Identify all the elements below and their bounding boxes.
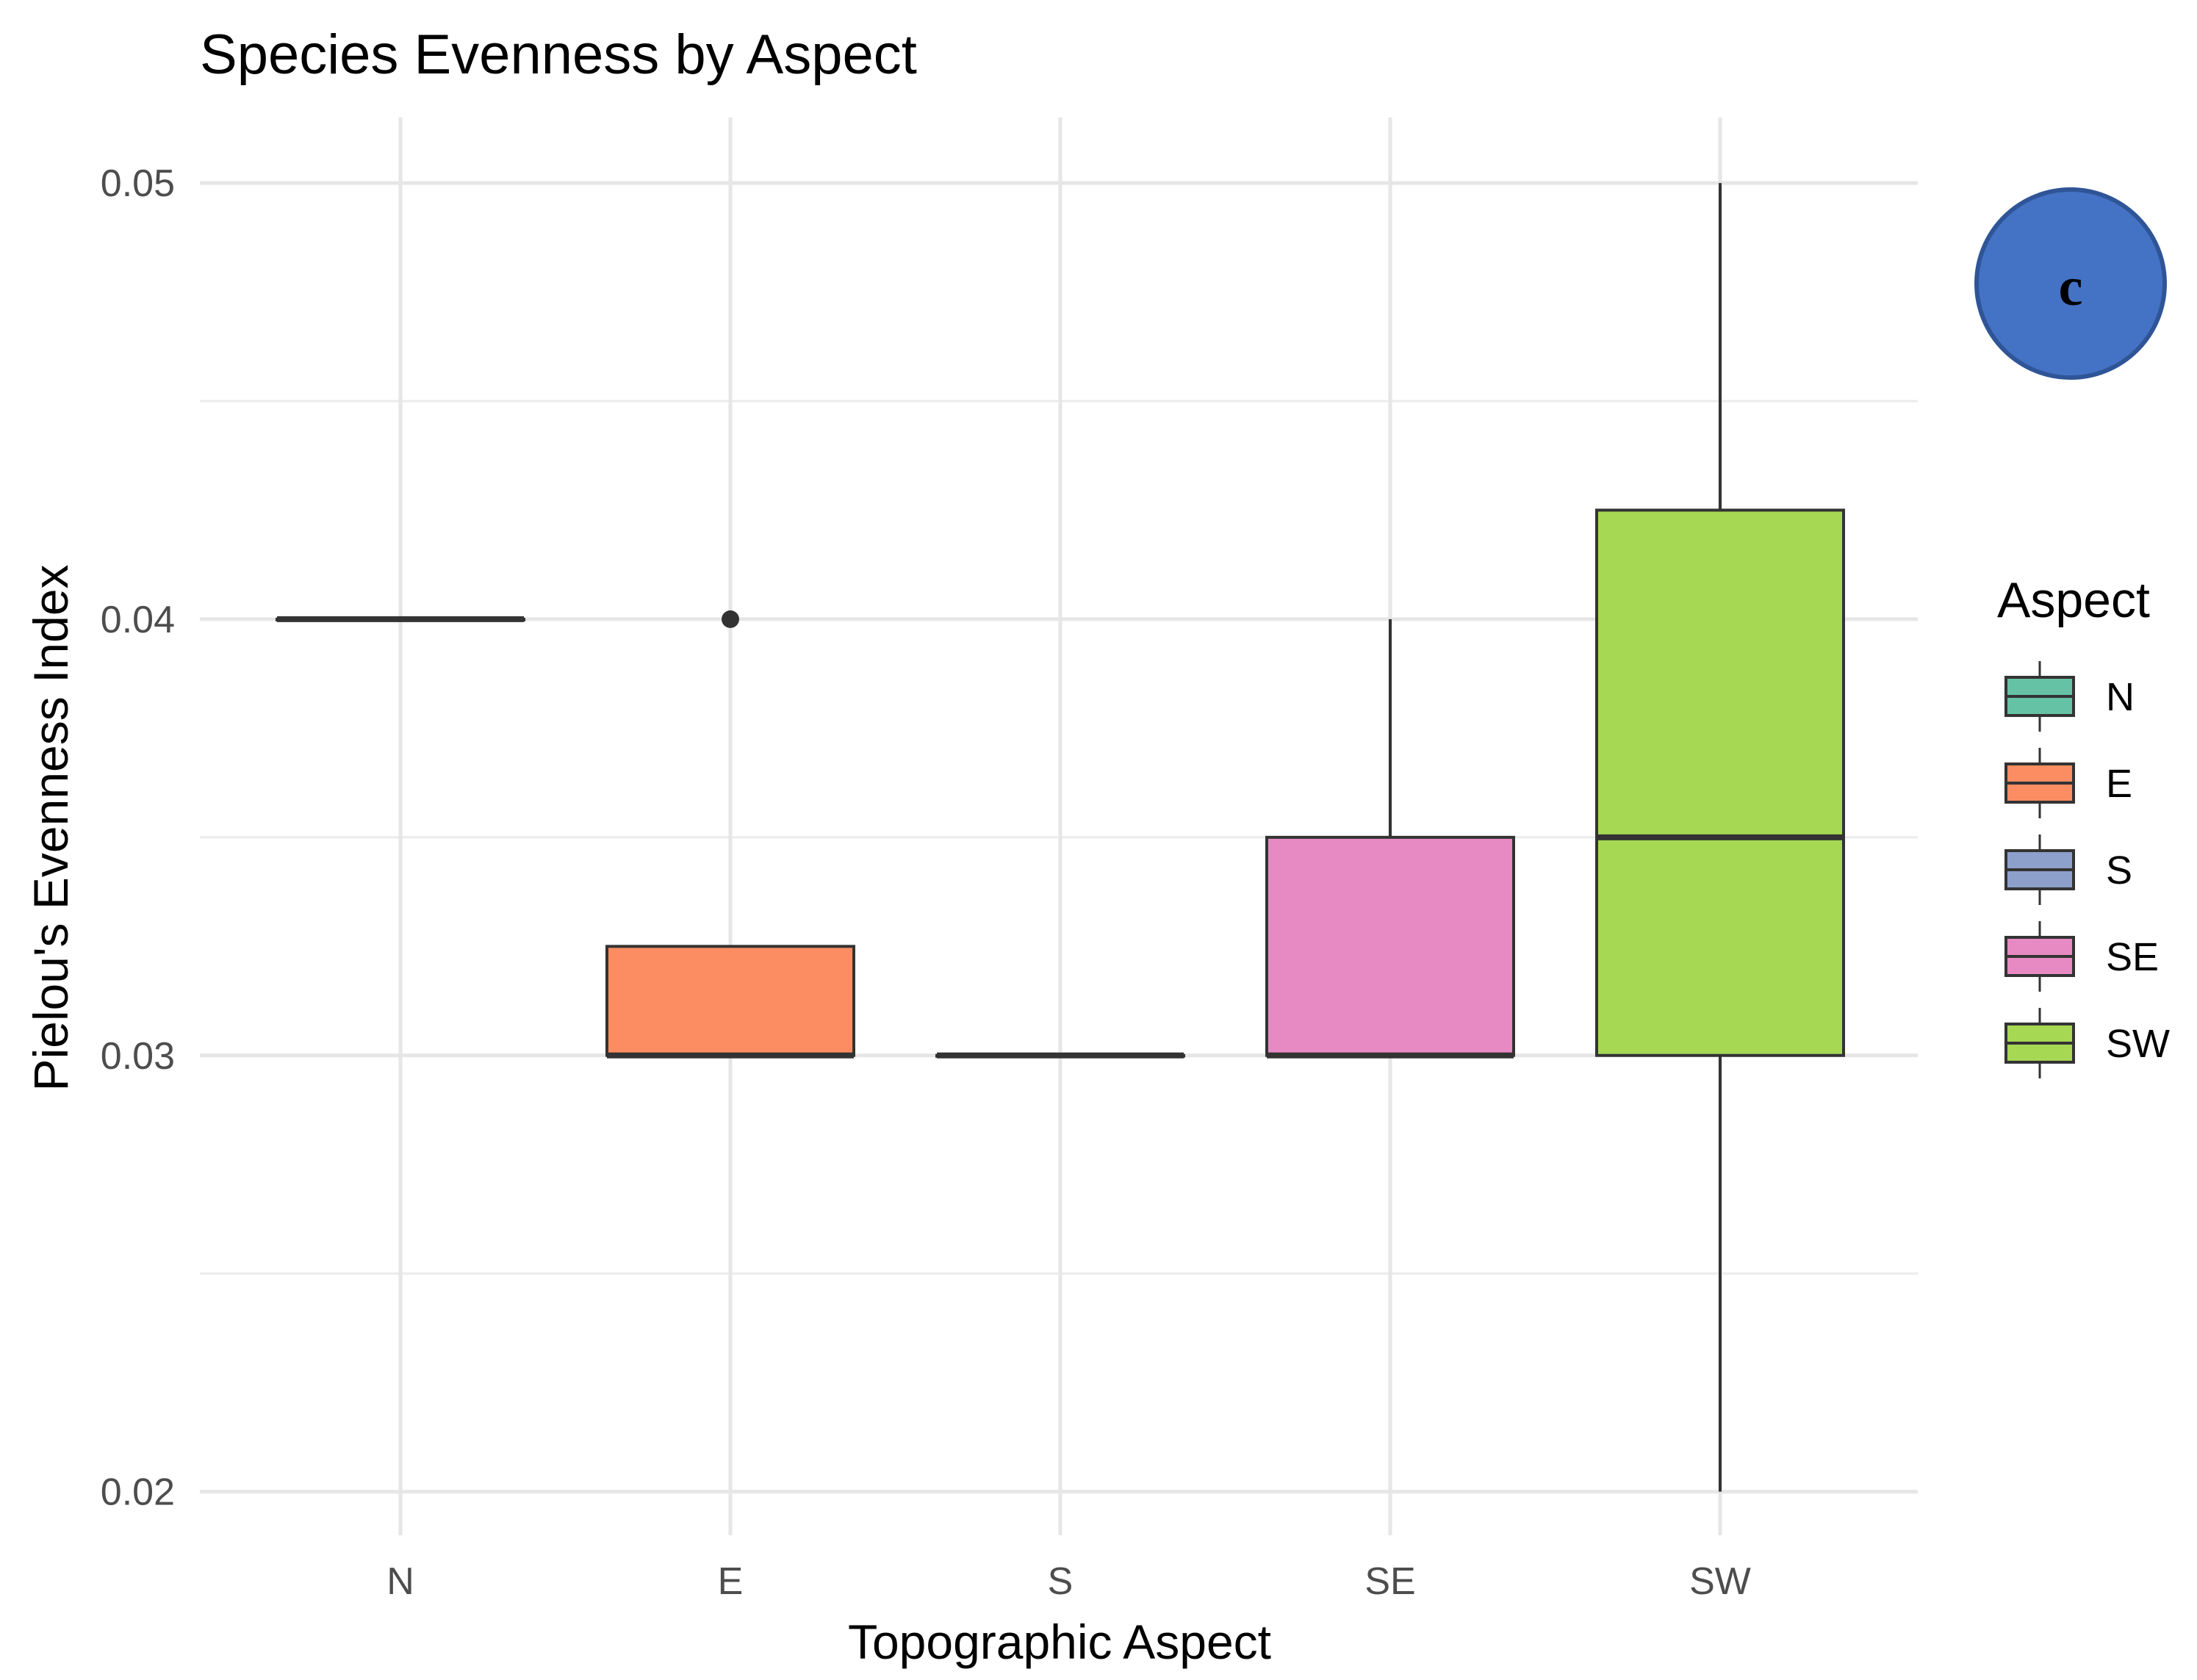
- legend-title: Aspect: [1997, 572, 2150, 628]
- legend-label: S: [2106, 848, 2132, 893]
- legend-label: SE: [2106, 935, 2159, 979]
- x-tick-label: N: [386, 1560, 414, 1603]
- box-e: [605, 610, 855, 1059]
- legend-label: SW: [2106, 1022, 2170, 1066]
- outlier-point: [722, 610, 739, 628]
- y-tick-labels: 0.02 0.03 0.04 0.05: [101, 162, 175, 1514]
- badge-label: c: [2059, 257, 2083, 317]
- y-tick-label: 0.05: [101, 162, 175, 205]
- legend-item-sw: SW: [2004, 1008, 2170, 1078]
- x-tick-label: SE: [1364, 1560, 1415, 1603]
- legend: Aspect NES SE SW: [1997, 572, 2170, 1078]
- y-axis-title: Pielou's Evenness Index: [24, 564, 78, 1091]
- chart-title: Species Evenness by Aspect: [200, 24, 917, 86]
- legend-item-se: SE: [2004, 921, 2159, 992]
- legend-item-s: S: [2004, 834, 2132, 905]
- y-tick-label: 0.04: [101, 599, 175, 641]
- x-axis-title: Topographic Aspect: [848, 1615, 1271, 1669]
- box-series: [276, 183, 1845, 1492]
- box-body: [1265, 835, 1515, 1057]
- x-tick-label: SW: [1689, 1560, 1751, 1603]
- badge-circle: [1974, 187, 2167, 380]
- legend-item-e: E: [2004, 748, 2132, 818]
- y-tick-label: 0.02: [101, 1471, 175, 1514]
- legend-label: E: [2106, 762, 2132, 806]
- legend-item-n: N: [2004, 661, 2135, 732]
- x-tick-label: E: [718, 1560, 744, 1603]
- box-body: [605, 945, 855, 1057]
- y-tick-label: 0.03: [101, 1035, 175, 1078]
- x-tick-labels: N E S SE SW: [386, 1560, 1751, 1603]
- box-se: [1265, 619, 1515, 1059]
- box-n: [276, 616, 525, 622]
- legend-label: N: [2106, 675, 2135, 719]
- box-body: [1595, 508, 1845, 1057]
- box-sw: [1595, 183, 1845, 1492]
- x-tick-label: S: [1048, 1560, 1074, 1603]
- panel-badge: c: [1974, 187, 2167, 380]
